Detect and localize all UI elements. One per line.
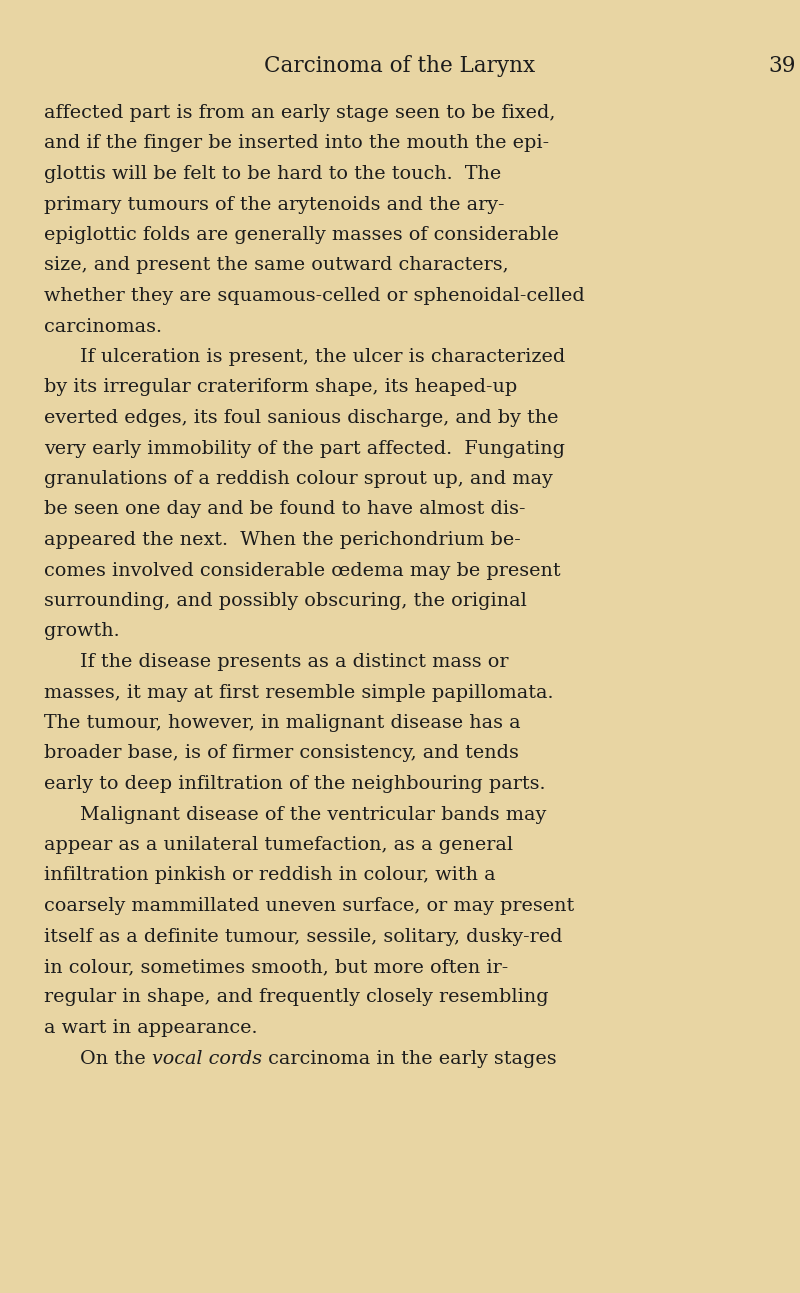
Text: carcinoma in the early stages: carcinoma in the early stages [262,1050,557,1068]
Text: everted edges, its foul sanious discharge, and by the: everted edges, its foul sanious discharg… [44,409,558,427]
Text: be seen one day and be found to have almost dis-: be seen one day and be found to have alm… [44,500,526,518]
Text: Carcinoma of the Larynx: Carcinoma of the Larynx [265,56,535,78]
Text: and if the finger be inserted into the mouth the epi-: and if the finger be inserted into the m… [44,134,549,153]
Text: regular in shape, and frequently closely resembling: regular in shape, and frequently closely… [44,989,549,1006]
Text: granulations of a reddish colour sprout up, and may: granulations of a reddish colour sprout … [44,469,553,487]
Text: masses, it may at first resemble simple papillomata.: masses, it may at first resemble simple … [44,684,554,702]
Text: early to deep infiltration of the neighbouring parts.: early to deep infiltration of the neighb… [44,775,546,793]
Text: epiglottic folds are generally masses of considerable: epiglottic folds are generally masses of… [44,226,559,244]
Text: infiltration pinkish or reddish in colour, with a: infiltration pinkish or reddish in colou… [44,866,496,884]
Text: appeared the next.  When the perichondrium be-: appeared the next. When the perichondriu… [44,531,521,550]
Text: appear as a unilateral tumefaction, as a general: appear as a unilateral tumefaction, as a… [44,837,513,853]
Text: growth.: growth. [44,622,120,640]
Text: surrounding, and possibly obscuring, the original: surrounding, and possibly obscuring, the… [44,592,527,610]
Text: whether they are squamous-celled or sphenoidal-celled: whether they are squamous-celled or sphe… [44,287,585,305]
Text: by its irregular crateriform shape, its heaped-up: by its irregular crateriform shape, its … [44,379,518,397]
Text: primary tumours of the arytenoids and the ary-: primary tumours of the arytenoids and th… [44,195,505,213]
Text: in colour, sometimes smooth, but more often ir-: in colour, sometimes smooth, but more of… [44,958,508,976]
Text: The tumour, however, in malignant disease has a: The tumour, however, in malignant diseas… [44,714,521,732]
Text: broader base, is of firmer consistency, and tends: broader base, is of firmer consistency, … [44,745,519,763]
Text: Malignant disease of the ventricular bands may: Malignant disease of the ventricular ban… [80,806,546,824]
Text: vocal cords: vocal cords [152,1050,262,1068]
Text: a wart in appearance.: a wart in appearance. [44,1019,258,1037]
Text: comes involved considerable œdema may be present: comes involved considerable œdema may be… [44,561,561,579]
Text: very early immobility of the part affected.  Fungating: very early immobility of the part affect… [44,440,565,458]
Text: coarsely mammillated uneven surface, or may present: coarsely mammillated uneven surface, or … [44,897,574,915]
Text: On the: On the [80,1050,152,1068]
Text: 39: 39 [768,56,795,78]
Text: If ulceration is present, the ulcer is characterized: If ulceration is present, the ulcer is c… [80,348,566,366]
Text: itself as a definite tumour, sessile, solitary, dusky-red: itself as a definite tumour, sessile, so… [44,927,562,945]
Text: affected part is from an early stage seen to be fixed,: affected part is from an early stage see… [44,103,555,122]
Text: glottis will be felt to be hard to the touch.  The: glottis will be felt to be hard to the t… [44,166,502,184]
Text: If the disease presents as a distinct mass or: If the disease presents as a distinct ma… [80,653,509,671]
Text: carcinomas.: carcinomas. [44,318,162,335]
Text: size, and present the same outward characters,: size, and present the same outward chara… [44,256,509,274]
